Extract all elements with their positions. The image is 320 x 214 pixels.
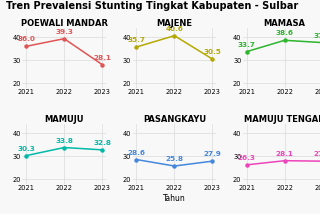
- Text: 33.8: 33.8: [55, 138, 73, 144]
- Text: 28.1: 28.1: [276, 151, 293, 157]
- Text: 30.3: 30.3: [17, 146, 35, 152]
- Title: MAMASA: MAMASA: [264, 19, 306, 28]
- Title: MAMUJU: MAMUJU: [44, 115, 84, 124]
- Text: 26.3: 26.3: [238, 155, 256, 161]
- Title: POEWALI MANDAR: POEWALI MANDAR: [21, 19, 108, 28]
- Text: 32.8: 32.8: [93, 140, 111, 146]
- Text: 27.9: 27.9: [314, 151, 320, 157]
- Text: 36.0: 36.0: [17, 36, 35, 42]
- Text: 28.6: 28.6: [127, 150, 145, 156]
- Text: 28.1: 28.1: [93, 55, 111, 61]
- X-axis label: Tahun: Tahun: [163, 194, 186, 203]
- Text: 35.7: 35.7: [127, 37, 145, 43]
- Text: 33.7: 33.7: [238, 42, 256, 48]
- Text: 40.6: 40.6: [165, 26, 183, 32]
- Text: Tren Prevalensi Stunting Tingkat Kabupaten - Sulbar: Tren Prevalensi Stunting Tingkat Kabupat…: [6, 1, 299, 11]
- Text: 38.6: 38.6: [276, 30, 294, 36]
- Title: PASANGKAYU: PASANGKAYU: [143, 115, 206, 124]
- Title: MAJENE: MAJENE: [156, 19, 192, 28]
- Text: 39.3: 39.3: [55, 29, 73, 35]
- Text: 37.6: 37.6: [314, 33, 320, 39]
- Text: 30.5: 30.5: [204, 49, 221, 55]
- Text: 27.9: 27.9: [204, 151, 221, 157]
- Text: 25.8: 25.8: [165, 156, 183, 162]
- Title: MAMUJU TENGAH: MAMUJU TENGAH: [244, 115, 320, 124]
